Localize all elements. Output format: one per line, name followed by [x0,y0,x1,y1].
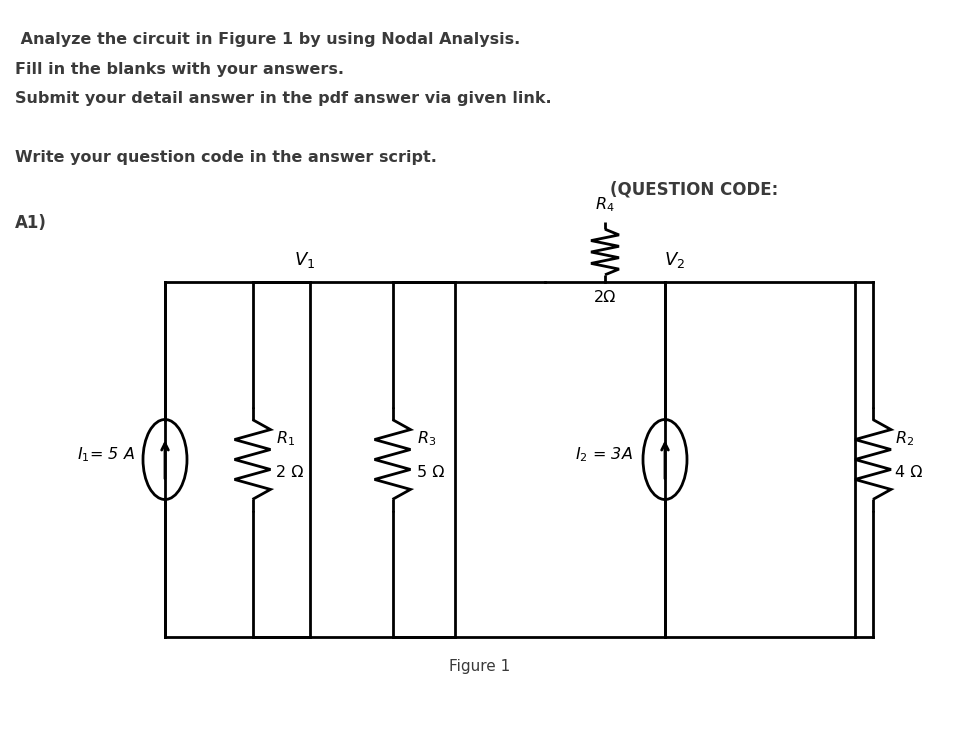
Text: Write your question code in the answer script.: Write your question code in the answer s… [15,150,437,165]
Text: Fill in the blanks with your answers.: Fill in the blanks with your answers. [15,62,344,76]
Text: 2 Ω: 2 Ω [277,464,304,479]
Text: $V_1$: $V_1$ [294,250,315,270]
Text: 4 Ω: 4 Ω [895,464,923,479]
Text: Figure 1: Figure 1 [450,659,510,674]
Text: $I_2$ = 3A: $I_2$ = 3A [575,445,633,464]
Text: $R_1$: $R_1$ [277,429,296,447]
Text: 2Ω: 2Ω [594,290,616,305]
Text: (QUESTION CODE:: (QUESTION CODE: [610,180,778,198]
Text: Submit your detail answer in the pdf answer via given link.: Submit your detail answer in the pdf ans… [15,91,552,106]
Text: $R_4$: $R_4$ [595,195,615,214]
Text: $R_2$: $R_2$ [895,429,914,447]
Text: $I_1$= 5 A: $I_1$= 5 A [77,445,135,464]
Text: Analyze the circuit in Figure 1 by using Nodal Analysis.: Analyze the circuit in Figure 1 by using… [15,32,520,47]
Text: $R_3$: $R_3$ [416,429,435,447]
Text: $V_2$: $V_2$ [664,250,685,270]
Text: A1): A1) [15,214,47,232]
Text: 5 Ω: 5 Ω [416,464,444,479]
